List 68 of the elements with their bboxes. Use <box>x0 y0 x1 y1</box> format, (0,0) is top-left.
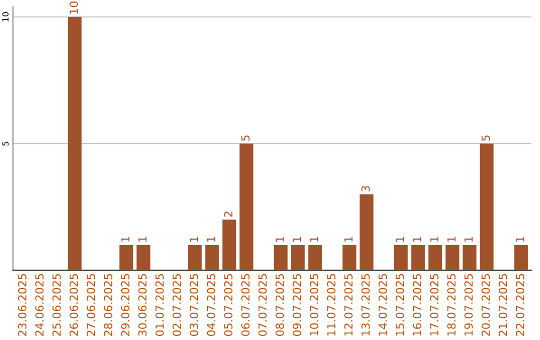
bar <box>462 244 476 270</box>
x-tick-label: 22.07.2025 <box>516 274 524 336</box>
bar <box>222 220 236 270</box>
bar <box>360 194 374 270</box>
bar <box>119 244 134 270</box>
x-tick-label: 09.07.2025 <box>292 274 302 336</box>
x-tick-label: 15.07.2025 <box>396 274 404 336</box>
data-label: 1 <box>310 236 318 242</box>
x-tick-label: 16.07.2025 <box>412 274 422 336</box>
data-label: 1 <box>190 236 198 242</box>
data-label: 1 <box>276 236 284 242</box>
x-tick-label: 11.07.2025 <box>327 274 336 336</box>
x-tick-label: 26.06.2025 <box>70 274 78 336</box>
data-label: 3 <box>361 186 370 192</box>
data-label: 10 <box>70 2 78 14</box>
data-label: 1 <box>207 236 216 242</box>
data-label: 1 <box>121 236 130 242</box>
bar <box>394 244 408 270</box>
x-tick-label: 12.07.2025 <box>344 274 353 336</box>
bar <box>480 144 494 270</box>
data-label: 1 <box>413 236 422 242</box>
data-label: 2 <box>224 212 232 217</box>
data-label: 1 <box>292 236 301 242</box>
bar <box>342 244 356 270</box>
x-tick-label: 24.06.2025 <box>35 274 44 336</box>
x-tick-label: 06.07.2025 <box>241 274 250 336</box>
x-tick-label: 29.06.2025 <box>121 274 130 336</box>
x-tick-label: 04.07.2025 <box>206 274 216 336</box>
bar <box>411 244 425 270</box>
bar <box>188 244 202 270</box>
x-tick-label: 05.07.2025 <box>224 274 232 336</box>
x-tick-label: 19.07.2025 <box>464 274 473 336</box>
x-tick-label: 25.06.2025 <box>52 274 61 336</box>
x-tick-label: 20.07.2025 <box>482 274 490 336</box>
x-tick-label: 18.07.2025 <box>447 274 456 336</box>
bar <box>291 244 305 270</box>
x-tick-label: 30.06.2025 <box>138 274 147 336</box>
x-tick-label: 17.07.2025 <box>430 274 438 336</box>
bar <box>428 244 442 270</box>
x-tick-label: 07.07.2025 <box>258 274 267 336</box>
bar <box>136 244 150 270</box>
data-label: 1 <box>396 236 404 242</box>
bar <box>274 244 288 270</box>
data-label: 1 <box>138 236 146 242</box>
data-label: 1 <box>516 236 524 242</box>
x-tick-label: 13.07.2025 <box>361 274 370 336</box>
bar <box>446 244 460 270</box>
bar <box>240 144 254 270</box>
x-tick-label: 14.07.2025 <box>378 274 387 336</box>
data-label: 1 <box>344 236 352 242</box>
x-tick-label: 23.06.2025 <box>18 274 26 336</box>
x-tick-label: 08.07.2025 <box>276 274 284 336</box>
bar <box>205 244 219 270</box>
x-tick-label: 27.06.2025 <box>86 274 96 336</box>
data-label: 1 <box>447 236 456 242</box>
data-label: 5 <box>241 135 250 141</box>
x-tick-label: 03.07.2025 <box>190 274 198 336</box>
x-tick-label: 02.07.2025 <box>172 274 181 336</box>
bar <box>308 244 322 270</box>
x-tick-label: 28.06.2025 <box>104 274 112 336</box>
bar <box>514 244 528 270</box>
data-label: 1 <box>430 236 438 242</box>
data-label: 5 <box>482 135 490 141</box>
x-tick-label: 01.07.2025 <box>155 274 164 336</box>
bar <box>68 16 82 270</box>
x-tick-label: 10.07.2025 <box>310 274 318 336</box>
x-tick-label: 21.07.2025 <box>498 274 508 336</box>
data-label: 1 <box>464 236 473 242</box>
